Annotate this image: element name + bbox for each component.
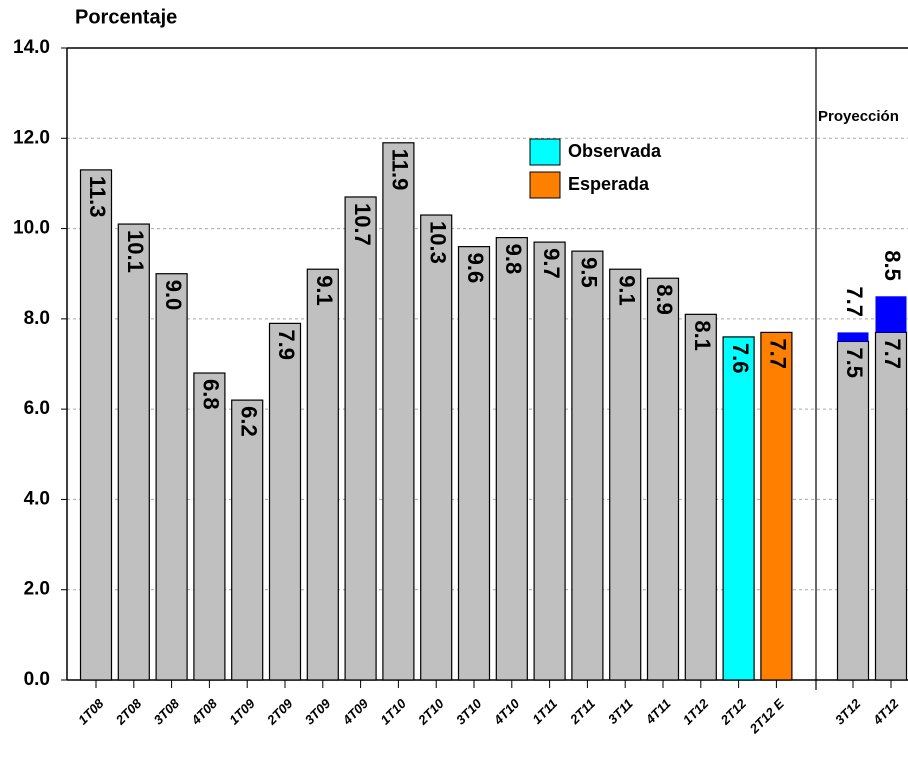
x-tick-label: 4T12 [869, 695, 902, 728]
bar [874, 331, 908, 681]
value-label: 10.7 [350, 203, 375, 246]
value-label: 9.7 [539, 248, 564, 279]
projection-high-label: 7.7 [842, 286, 867, 317]
x-tick-label: 4T11 [642, 696, 674, 728]
value-label: 11.9 [388, 149, 413, 191]
bar [684, 313, 717, 681]
value-label: 11.3 [85, 176, 110, 218]
y-tick-label: 10.0 [13, 218, 50, 239]
y-tick-label: 2.0 [24, 579, 50, 600]
x-tick-label: 3T12 [832, 695, 864, 727]
x-tick-label: 2T12 E [746, 696, 787, 737]
value-label: 8.9 [652, 284, 677, 315]
x-tick-label: 1T10 [377, 695, 409, 727]
projection-label: Proyección [818, 108, 899, 125]
value-label: 9.8 [501, 244, 526, 275]
x-tick-label: 4T09 [339, 695, 372, 728]
y-tick-label: 12.0 [13, 127, 50, 148]
value-label: 9.1 [614, 275, 639, 306]
value-label: 6.8 [199, 379, 224, 410]
bar [420, 214, 453, 681]
x-tick-label: 2T10 [414, 695, 447, 728]
bar [306, 268, 339, 681]
bar [760, 331, 793, 681]
bar [646, 277, 680, 681]
projection-high-label: 8.5 [880, 250, 905, 281]
value-label: 7.5 [842, 347, 867, 378]
value-label: 9.0 [161, 280, 186, 311]
bar [268, 322, 302, 681]
bar [609, 268, 642, 681]
y-tick-label: 6.0 [24, 398, 50, 419]
value-label: 8.1 [690, 320, 715, 351]
x-tick-label: 3T11 [605, 696, 636, 727]
bar [382, 142, 415, 681]
value-label: 10.3 [425, 221, 450, 264]
x-tick-label: 3T10 [453, 695, 485, 727]
legend-swatch [529, 171, 561, 199]
bar [117, 223, 150, 681]
legend-label: Observada [568, 141, 662, 161]
x-tick-label: 3T08 [151, 695, 183, 727]
projection-range [875, 296, 907, 333]
x-tick-label: 2T12 [717, 695, 750, 728]
bar [495, 237, 528, 681]
bar [231, 399, 264, 681]
value-label: 9.6 [463, 253, 488, 284]
x-tick-label: 3T09 [302, 695, 334, 727]
bar [457, 246, 491, 681]
bar [722, 336, 755, 681]
value-label: 6.2 [236, 406, 261, 437]
bar [155, 273, 188, 681]
value-label: 7.7 [880, 338, 905, 369]
x-tick-label: 2T09 [263, 695, 296, 728]
bar [79, 169, 113, 681]
legend-label: Esperada [568, 174, 650, 194]
value-label: 10.1 [123, 230, 148, 273]
x-tick-label: 1T09 [226, 695, 258, 727]
bar [571, 250, 604, 681]
value-label: 9.5 [577, 257, 602, 288]
value-label: 7.9 [274, 329, 299, 360]
bar [344, 196, 377, 681]
x-tick-label: 2T11 [566, 696, 598, 728]
y-tick-label: 4.0 [24, 488, 50, 509]
value-label: 9.1 [312, 275, 337, 306]
chart-title: Porcentaje [75, 6, 177, 28]
legend-swatch [529, 138, 561, 166]
x-tick-label: 4T10 [490, 695, 523, 728]
y-tick-label: 0.0 [24, 669, 50, 690]
x-tick-label: 1T08 [75, 695, 107, 727]
value-label: 7.7 [766, 338, 791, 369]
bar [836, 340, 870, 681]
x-tick-label: 1T12 [680, 695, 712, 727]
value-label: 7.6 [728, 343, 753, 374]
y-tick-label: 14.0 [13, 37, 50, 58]
x-tick-label: 4T08 [188, 695, 221, 728]
y-tick-label: 8.0 [24, 308, 50, 329]
bar [533, 241, 566, 681]
x-tick-label: 2T08 [112, 695, 145, 728]
bar [193, 372, 226, 681]
x-tick-label: 1T11 [529, 696, 560, 727]
projection-range [837, 332, 869, 342]
